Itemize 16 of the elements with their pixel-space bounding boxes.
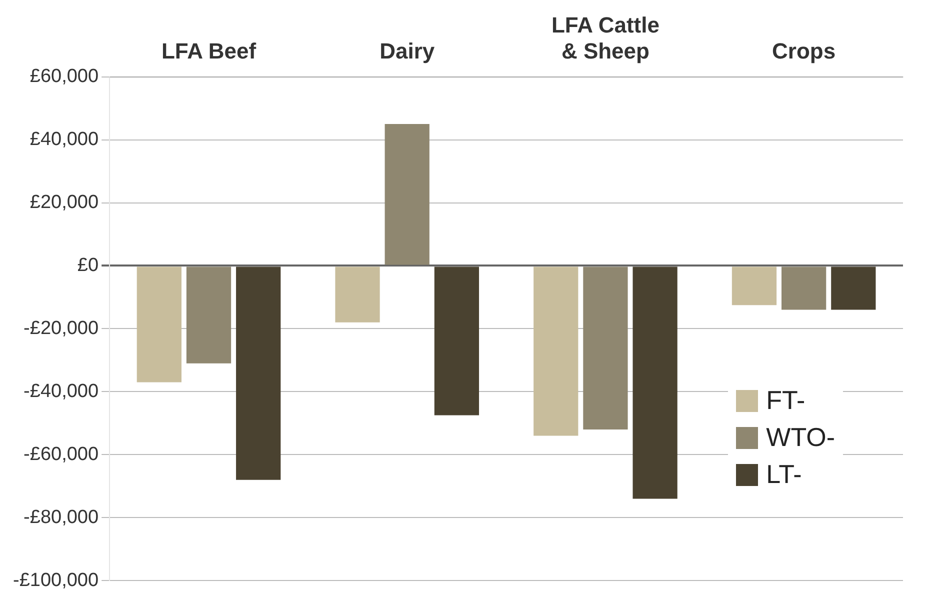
x-tick-label: Crops: [772, 38, 836, 64]
y-tick-label: -£60,000: [24, 444, 99, 465]
legend-label: FT-: [766, 385, 806, 416]
x-tick-label: Dairy: [380, 38, 436, 64]
x-tick-label: LFA Cattle & Sheep: [551, 12, 660, 64]
y-tick-label: £20,000: [30, 192, 99, 213]
x-tick-label: LFA Beef: [161, 38, 257, 64]
y-tick-label: -£100,000: [12, 570, 99, 591]
y-tick-label: -£20,000: [24, 318, 99, 339]
legend-label: WTO-: [766, 422, 835, 453]
y-tick-label: -£80,000: [24, 506, 99, 528]
y-tick-label: £60,000: [30, 66, 99, 88]
legend-label: LT-: [766, 459, 802, 490]
y-tick-label: £0: [77, 254, 99, 276]
y-tick-label: -£40,000: [24, 380, 99, 402]
y-tick-label: £40,000: [30, 129, 99, 150]
